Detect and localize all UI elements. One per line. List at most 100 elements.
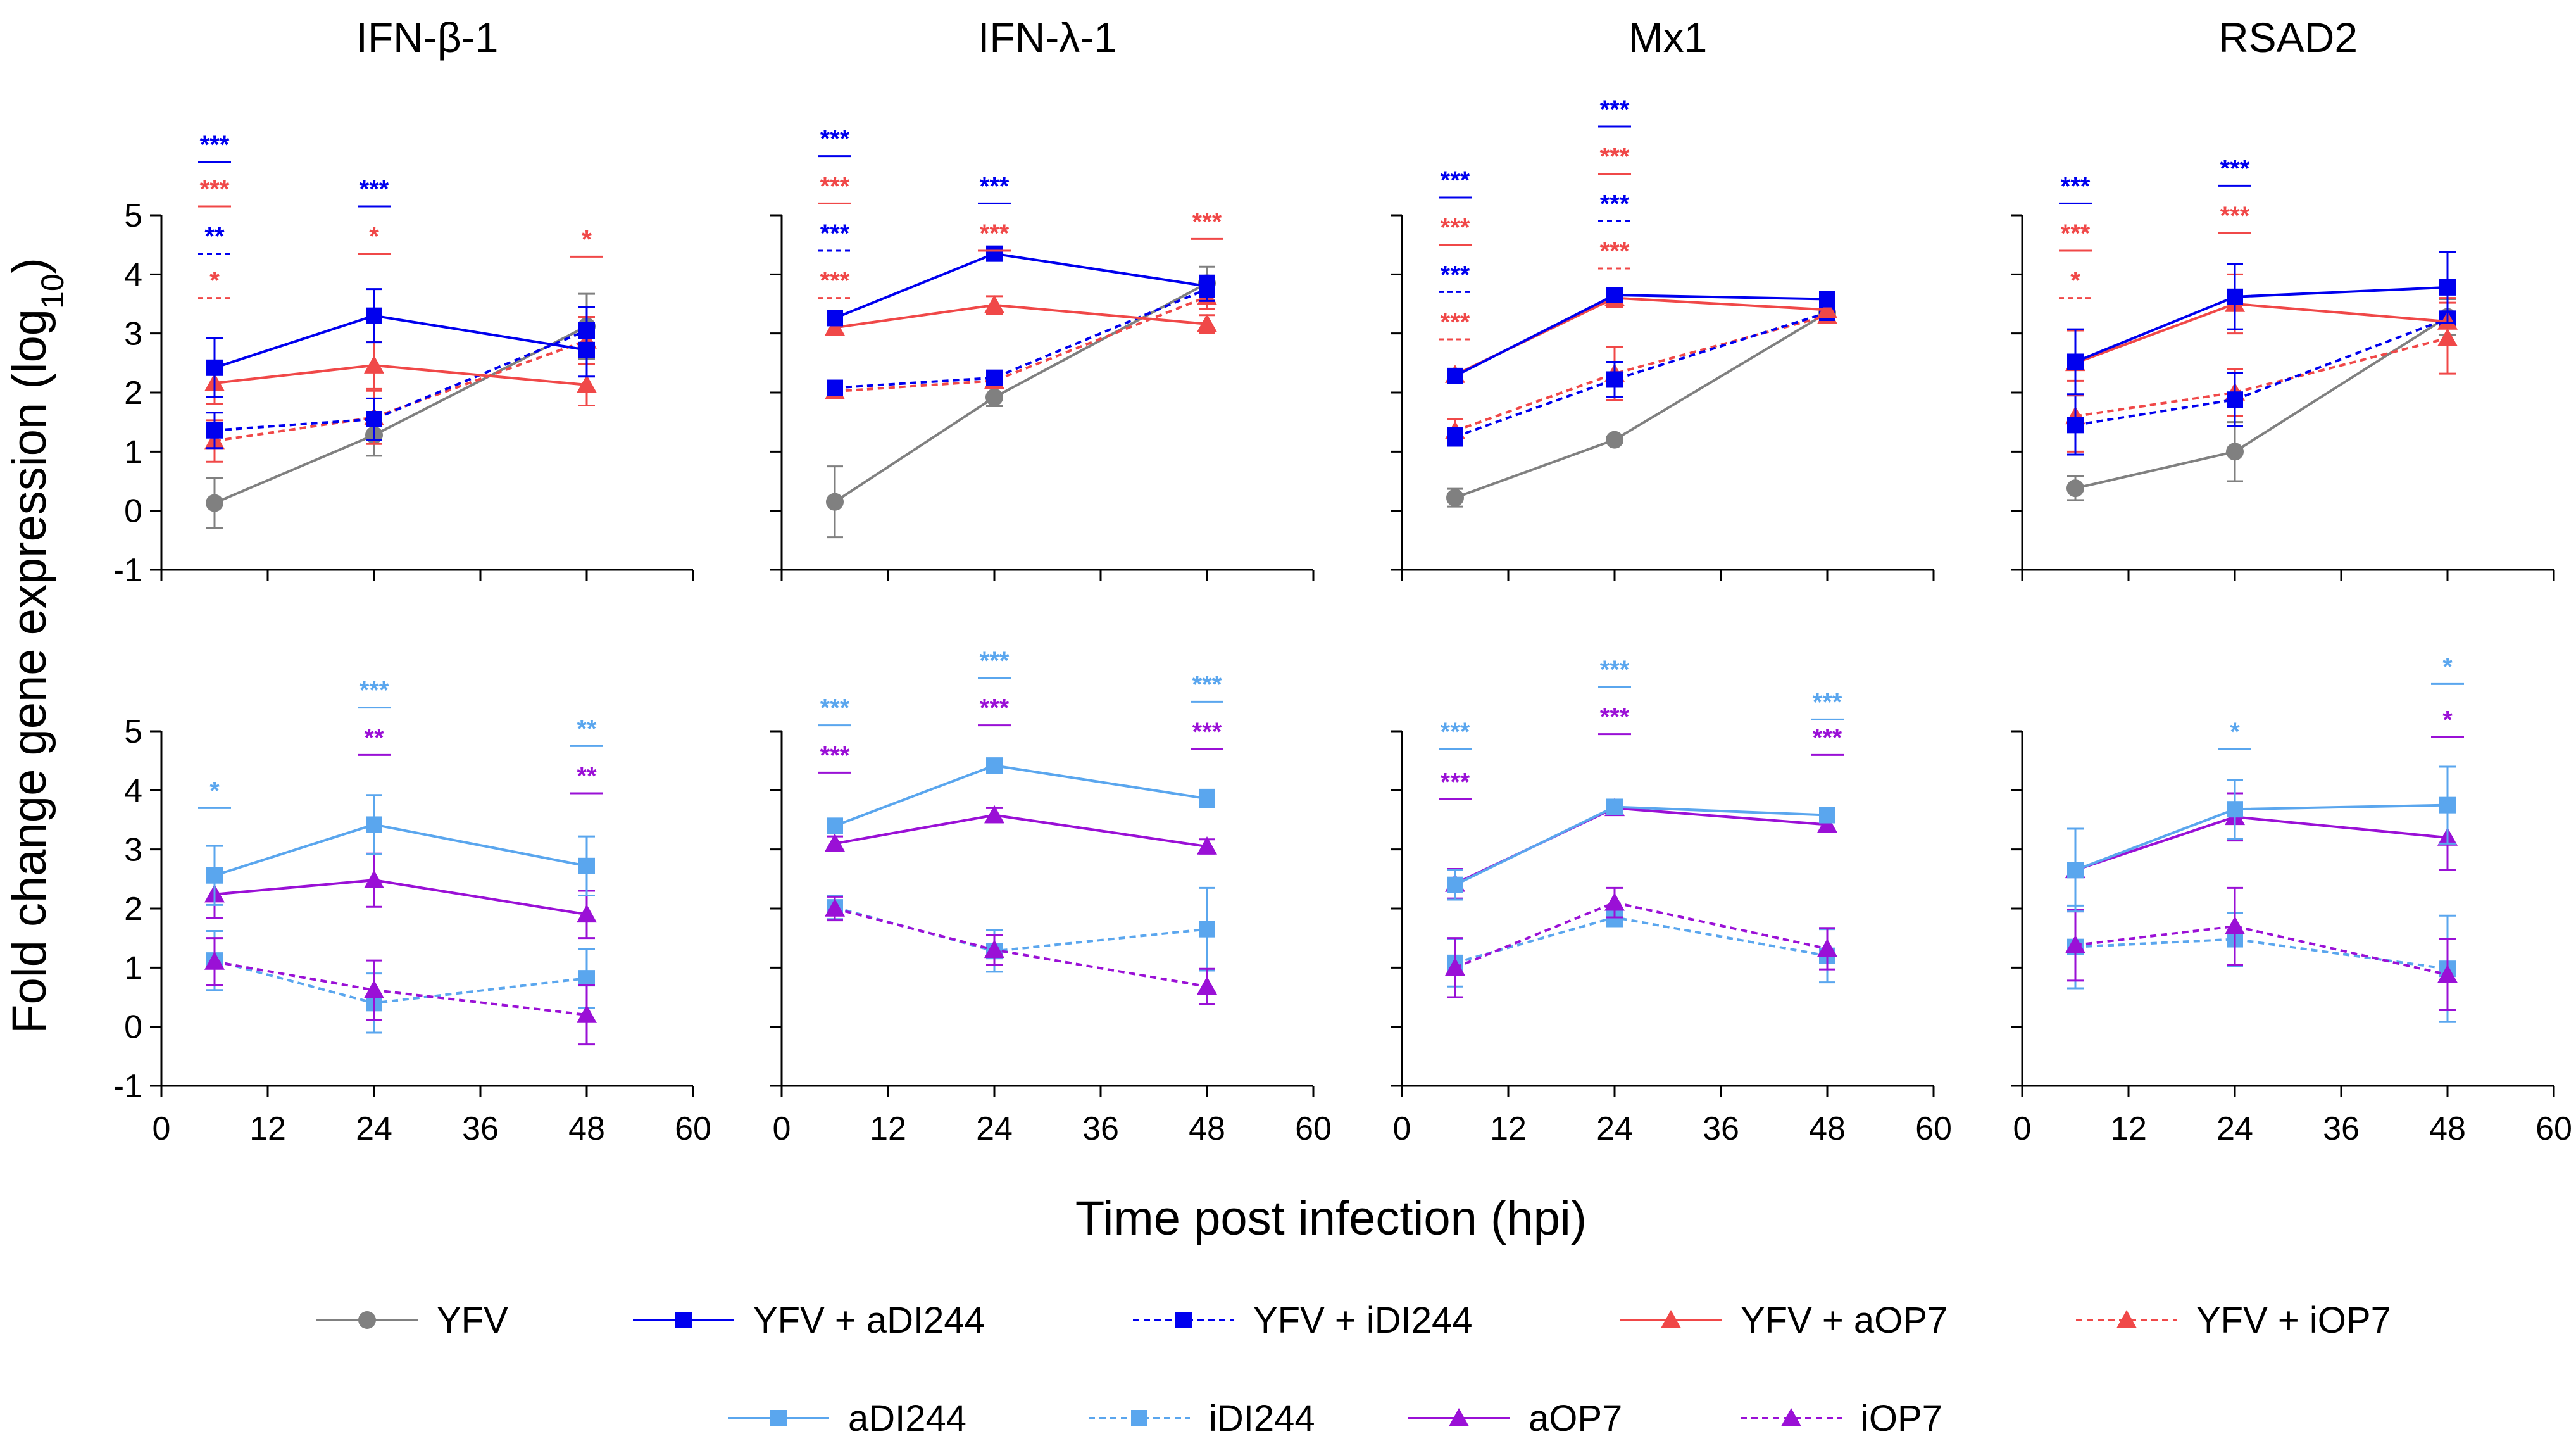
x-tick-label: 36 (2323, 1110, 2360, 1147)
data-point (366, 307, 382, 324)
series-yfv-adi244 (2067, 251, 2456, 396)
series-iop7 (1445, 886, 1837, 998)
data-point (364, 355, 384, 374)
y-tick-label: -1 (113, 1068, 142, 1105)
data-point (2437, 964, 2458, 983)
data-point (1606, 287, 1623, 303)
x-tick-label: 12 (1490, 1110, 1527, 1147)
series-yfv-adi244 (206, 288, 595, 398)
x-tick-label: 60 (2535, 1110, 2572, 1147)
data-point (1199, 921, 1215, 938)
series-yfv-aop7 (204, 341, 597, 407)
series-line (214, 325, 587, 505)
series-adi244 (827, 757, 1215, 834)
legend-label: YFV + aOP7 (1741, 1300, 1948, 1341)
legend-item-adi244: aDI244 (728, 1398, 966, 1439)
y-tick-label: -1 (113, 552, 142, 589)
series-iop7 (204, 937, 597, 1046)
series-line (834, 303, 1208, 329)
data-point (1447, 876, 1463, 893)
legend-label: YFV + iDI244 (1253, 1300, 1473, 1341)
x-tick-label: 24 (356, 1110, 392, 1147)
panel-title: RSAD2 (2218, 14, 2358, 61)
series-line (2075, 337, 2448, 418)
legend-label: YFV + iOP7 (2196, 1300, 2391, 1341)
panel-bottom-4: 0 12 24 36 48 60 * * * (2011, 653, 2572, 1147)
x-tick-label: 0 (1393, 1110, 1411, 1147)
significance-marker: *** (1441, 167, 1470, 194)
y-tick-label: 2 (124, 375, 142, 412)
data-point (984, 294, 1004, 313)
data-point (984, 940, 1004, 959)
significance-marker: *** (1441, 718, 1470, 746)
panel-top-2: IFN-λ-1 *** *** *** *** *** *** *** (770, 14, 1315, 581)
series-line (2075, 286, 2448, 363)
series-line (1454, 311, 1828, 438)
legend-item-yfv-iop7: YFV + iOP7 (2076, 1300, 2391, 1341)
data-point (827, 817, 843, 834)
x-tick-label: 12 (870, 1110, 906, 1147)
data-point (2067, 862, 2084, 879)
legend-marker (1449, 1408, 1469, 1426)
data-point (2227, 391, 2243, 408)
data-point (825, 317, 845, 336)
series-yfv-idi244 (827, 276, 1215, 396)
significance-marker: *** (820, 267, 850, 295)
series-yfv-aop7 (2065, 273, 2458, 397)
data-point (1197, 313, 1217, 332)
data-point (2065, 934, 2085, 953)
significance-marker: *** (200, 175, 230, 203)
data-point (364, 979, 384, 998)
y-tick-label: 4 (124, 772, 142, 809)
data-point (827, 379, 843, 396)
y-tick-label: 5 (124, 714, 142, 750)
series-line (214, 960, 587, 1016)
data-point (986, 757, 1003, 774)
y-tick-label: 3 (124, 832, 142, 869)
significance-marker: ** (204, 223, 225, 251)
x-tick-label: 60 (675, 1110, 711, 1147)
data-point (1606, 431, 1623, 449)
series-yfv (2066, 298, 2456, 501)
data-point (206, 359, 223, 376)
significance-marker: *** (1192, 208, 1222, 236)
significance-marker: * (209, 267, 220, 295)
significance-marker: *** (820, 695, 850, 722)
series-line (1454, 314, 1828, 432)
data-point (366, 411, 382, 427)
series-line (834, 906, 1208, 953)
series-line (2075, 815, 2448, 872)
series-adi244 (2067, 765, 2456, 913)
significance-marker: * (582, 225, 592, 253)
data-point (2067, 417, 2084, 434)
series-line (2075, 938, 2448, 971)
data-point (826, 493, 844, 511)
data-point (1197, 836, 1217, 855)
significance-marker: *** (2220, 202, 2250, 230)
x-tick-label: 60 (1915, 1110, 1952, 1147)
x-tick-label: 24 (1596, 1110, 1633, 1147)
legend-label: aDI244 (848, 1398, 966, 1439)
series-adi244 (1447, 798, 1835, 901)
series-yfv-iop7 (204, 316, 597, 463)
data-point (985, 388, 1003, 406)
data-point (364, 870, 384, 888)
significance-marker: * (2442, 706, 2453, 734)
data-point (986, 369, 1003, 386)
series-line (834, 814, 1208, 848)
series-idi244 (206, 929, 595, 1034)
data-point (1606, 371, 1623, 388)
y-tick-label: 0 (124, 493, 142, 530)
x-tick-label: 48 (1189, 1110, 1225, 1147)
significance-marker: *** (980, 172, 1010, 200)
data-point (1447, 429, 1463, 445)
y-tick-label: 1 (124, 950, 142, 986)
significance-marker: * (2070, 267, 2080, 295)
series-line (834, 282, 1208, 503)
data-point (825, 833, 845, 852)
significance-marker: *** (2220, 154, 2250, 182)
panel-top-3: Mx1 *** *** *** *** *** *** *** *** (1391, 14, 1935, 581)
y-tick-label: 5 (124, 198, 142, 234)
